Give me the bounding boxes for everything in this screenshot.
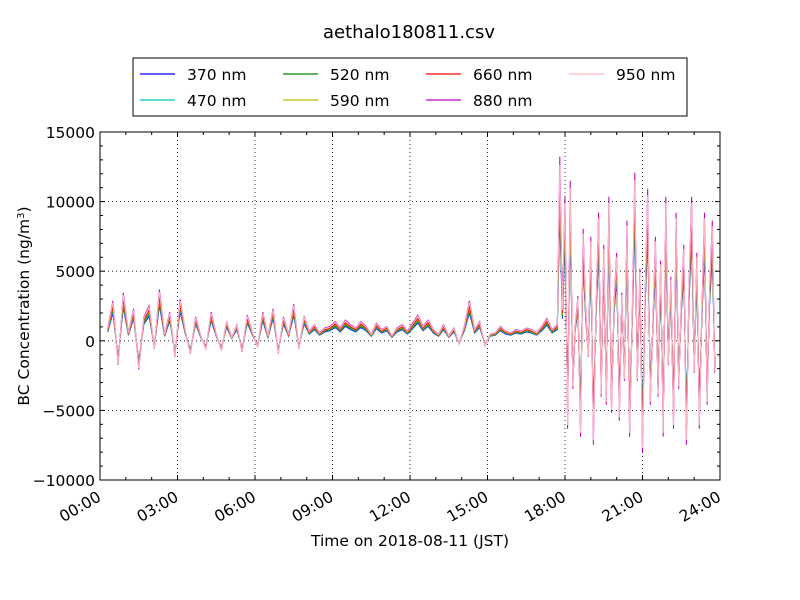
plot-background — [100, 132, 720, 480]
legend-label: 590 nm — [330, 92, 389, 110]
y-axis-label: BC Concentration (ng/m3) — [15, 206, 33, 405]
legend-label: 950 nm — [616, 66, 675, 84]
legend-entry: 590 nm — [283, 92, 389, 110]
plot-area — [99, 131, 721, 481]
legend-entry: 880 nm — [426, 92, 532, 110]
y-tick-label: 5000 — [56, 263, 95, 281]
x-tick-label: 12:00 — [366, 488, 414, 526]
y-tick-label: 0 — [85, 333, 95, 351]
legend-label: 370 nm — [187, 66, 246, 84]
x-tick-label: 00:00 — [56, 488, 104, 526]
y-tick-label: 10000 — [46, 194, 95, 212]
y-tick-label: −10000 — [33, 472, 95, 490]
y-tick-label: −5000 — [43, 402, 95, 420]
y-tick-label: 15000 — [46, 124, 95, 142]
legend-label: 520 nm — [330, 66, 389, 84]
legend-entry: 470 nm — [140, 92, 246, 110]
legend-label: 880 nm — [473, 92, 532, 110]
x-tick-label: 03:00 — [134, 488, 182, 526]
legend-label: 660 nm — [473, 66, 532, 84]
legend: 370 nm 470 nm 520 nm 590 nm 660 nm 880 nm 950 … — [132, 57, 688, 117]
x-tick-label: 21:00 — [599, 488, 647, 526]
legend-frame — [132, 57, 688, 117]
chart-title: aethalo180811.csv — [323, 22, 495, 43]
x-tick-label: 24:00 — [676, 488, 724, 526]
legend-entry: 950 nm — [569, 66, 675, 84]
x-axis-label: Time on 2018-08-11 (JST) — [310, 532, 509, 550]
legend-entry: 520 nm — [283, 66, 389, 84]
x-tick-label: 09:00 — [289, 488, 337, 526]
series-line-950-nm — [107, 164, 716, 449]
legend-entry: 660 nm — [426, 66, 532, 84]
x-tick-label: 18:00 — [521, 488, 569, 526]
x-tick-label: 06:00 — [211, 488, 259, 526]
legend-entry: 370 nm — [140, 66, 246, 84]
legend-label: 470 nm — [187, 92, 246, 110]
x-tick-label: 15:00 — [444, 488, 492, 526]
